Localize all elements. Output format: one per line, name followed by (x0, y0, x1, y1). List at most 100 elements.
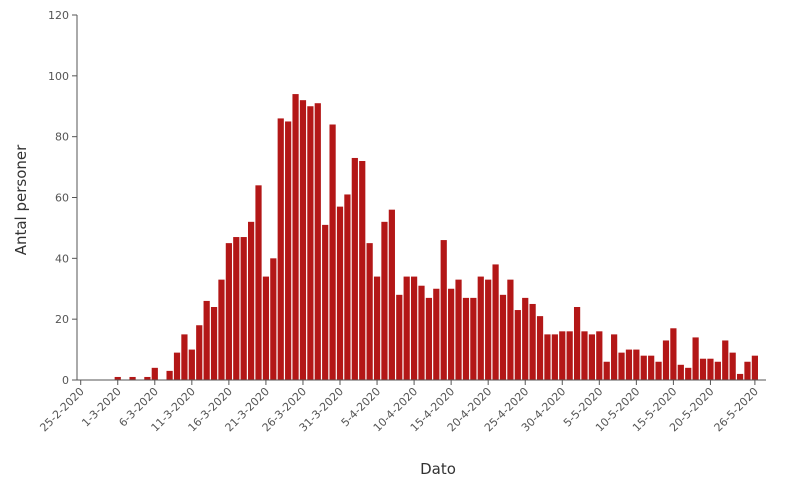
bar (210, 307, 218, 380)
bar (707, 358, 714, 380)
bar (351, 157, 358, 380)
bar (559, 331, 566, 380)
bar (403, 276, 410, 380)
bar (166, 370, 173, 381)
bar (477, 276, 484, 380)
bar (129, 376, 136, 380)
x-tick-label: 25-2-2020 (37, 385, 86, 434)
bar (396, 294, 403, 380)
bar (425, 297, 433, 381)
bar (196, 325, 203, 380)
bar (640, 355, 647, 380)
y-tick-label: 80 (55, 131, 69, 144)
bar (373, 276, 381, 380)
bar (314, 103, 321, 381)
y-tick-label: 20 (55, 313, 69, 326)
bar (714, 361, 721, 380)
bar (544, 334, 551, 381)
bar (233, 237, 240, 380)
bar (507, 279, 514, 381)
bar (270, 258, 277, 380)
bar (336, 206, 344, 381)
bar (277, 118, 284, 381)
bar (751, 355, 758, 380)
bar (736, 373, 744, 380)
bar (248, 221, 255, 380)
bar (240, 237, 247, 380)
bar (662, 340, 670, 380)
bar (299, 100, 307, 381)
bar (611, 334, 618, 381)
bar (255, 185, 262, 380)
bar (173, 352, 181, 381)
bar (648, 355, 655, 380)
bar (529, 303, 536, 380)
bar (655, 361, 662, 380)
bar (492, 264, 499, 380)
x-tick-label: 1-3-2020 (79, 385, 124, 430)
bar (596, 331, 603, 380)
bar (618, 352, 625, 381)
bar (418, 285, 425, 380)
bar (744, 361, 751, 380)
bar (440, 240, 447, 380)
bar (729, 352, 736, 381)
y-tick-label: 0 (62, 374, 69, 387)
bar (551, 334, 558, 381)
bars (114, 94, 758, 381)
bar (581, 331, 588, 380)
y-axis: 0 20 40 60 80 100 120 (48, 9, 78, 387)
bar (188, 349, 195, 380)
bar (522, 297, 529, 381)
bar (536, 316, 544, 381)
x-axis: 25-2-20201-3-20206-3-202011-3-202016-3-2… (37, 379, 766, 434)
bar (203, 300, 210, 380)
bar (573, 307, 581, 380)
bar (566, 331, 573, 380)
bar (151, 367, 158, 380)
y-tick-label: 40 (55, 252, 69, 265)
bar (262, 276, 270, 380)
bar (366, 243, 373, 381)
bar (344, 194, 351, 380)
bar (307, 106, 314, 380)
bar (292, 94, 299, 380)
y-axis-title: Antal personer (12, 144, 30, 255)
bar (218, 279, 225, 381)
bar (722, 340, 729, 380)
bar (329, 124, 336, 380)
bar (114, 376, 121, 380)
y-tick-label: 60 (55, 192, 69, 205)
bar (485, 279, 492, 381)
bar (470, 297, 477, 381)
bar (433, 288, 440, 380)
bar (685, 367, 692, 380)
bar (514, 310, 521, 380)
bar (625, 349, 633, 380)
bar (455, 279, 462, 381)
bar (359, 161, 366, 380)
bar (588, 334, 595, 381)
bar (670, 328, 677, 380)
bar (322, 224, 329, 381)
bar (144, 376, 151, 380)
bar (448, 288, 455, 380)
bar (699, 358, 707, 380)
bar (633, 349, 640, 380)
bar (677, 364, 684, 380)
bar (410, 276, 418, 380)
bar (462, 297, 470, 381)
y-tick-label: 100 (48, 70, 69, 83)
bar (285, 121, 292, 381)
x-tick-label: 26-5-2020 (712, 385, 761, 434)
bar (381, 221, 388, 380)
y-tick-label: 120 (48, 9, 69, 22)
bar (225, 243, 232, 381)
bar (603, 361, 610, 380)
bar (499, 294, 507, 380)
bar (388, 209, 395, 380)
bar (692, 337, 699, 380)
bar (181, 334, 188, 381)
x-axis-title: Dato (420, 460, 456, 478)
